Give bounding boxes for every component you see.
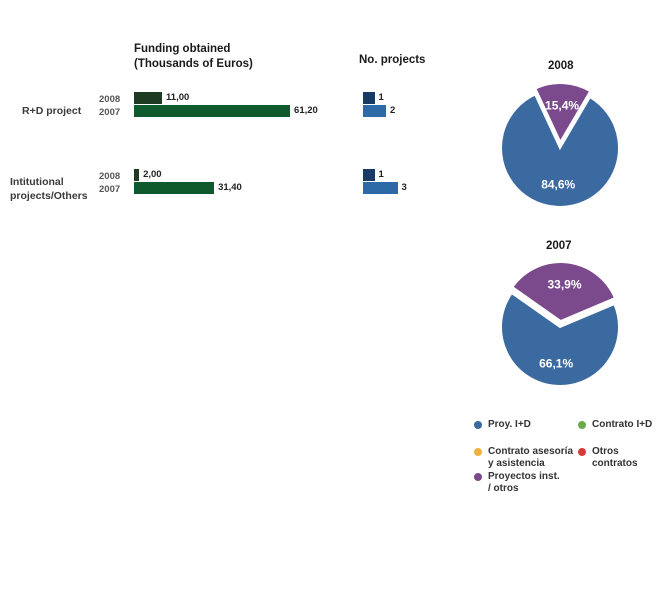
- funding-value-label: 11,00: [166, 92, 190, 103]
- legend-item-proy-id: Proy. I+D: [474, 419, 531, 431]
- legend-label: Otros contratos: [592, 446, 638, 469]
- pie-slice-proy-id: [500, 93, 620, 208]
- funding-bar-2008-0: [134, 92, 163, 104]
- pie-title-2008: 2008: [548, 60, 574, 72]
- projects-bar-2007-0: [363, 105, 386, 117]
- pie-slice-proy-id: [500, 291, 620, 387]
- legend-swatch-icon: [474, 473, 482, 481]
- funding-bar-2008-1: [134, 169, 140, 181]
- pie-slice-proyectos-inst: [510, 261, 617, 323]
- projects-value-label: 1: [378, 169, 384, 180]
- pie-title-2007: 2007: [546, 240, 572, 252]
- legend-item-otros-contratos: Otros contratos: [578, 446, 638, 470]
- legend-swatch-icon: [474, 421, 482, 429]
- legend-swatch-icon: [578, 421, 586, 429]
- legend-item-contrato-asesoria: Contrato asesoría y asistencia: [474, 446, 573, 470]
- projects-bar-2008-0: [363, 92, 375, 104]
- pie-slice-label: 84,6%: [541, 178, 575, 192]
- pie-slice-label: 15,4%: [545, 98, 579, 112]
- legend-label: Proyectos inst. / otros: [488, 471, 560, 494]
- legend-swatch-icon: [474, 448, 482, 456]
- projects-chart-title: No. projects: [359, 54, 426, 66]
- year-label-2007-row2: 2007: [99, 184, 121, 195]
- year-label-2008-row2: 2008: [99, 171, 121, 182]
- pie-slice-proyectos-inst: [534, 82, 592, 145]
- funding-bar-2007-1: [134, 182, 215, 194]
- pie-slice-label: 66,1%: [539, 356, 573, 370]
- funding-value-label: 61,20: [294, 105, 318, 116]
- row-label-institutional: Intitutional projects/Others: [10, 176, 88, 202]
- pie-chart-2008: 84,6% 15,4%: [500, 82, 620, 208]
- pie-chart-2007: 66,1% 33,9%: [500, 261, 620, 387]
- projects-value-label: 2: [390, 105, 396, 116]
- year-label-2008-row1: 2008: [99, 94, 121, 105]
- row-label-rd-project: R+D project: [22, 105, 82, 117]
- legend-swatch-icon: [578, 448, 586, 456]
- legend-label: Contrato asesoría y asistencia: [488, 446, 574, 469]
- funding-value-label: 31,40: [218, 182, 242, 193]
- projects-bar-2008-1: [363, 169, 375, 181]
- projects-value-label: 1: [378, 92, 384, 103]
- funding-bar-2007-0: [134, 105, 291, 117]
- legend-label: Proy. I+D: [488, 419, 531, 430]
- legend-item-proyectos-inst: Proyectos inst. / otros: [474, 471, 560, 495]
- pie-slice-label: 33,9%: [548, 278, 582, 292]
- funding-chart-title: Funding obtained (Thousands of Euros): [134, 43, 253, 70]
- legend-label: Contrato I+D: [592, 419, 653, 430]
- funding-value-label: 2,00: [143, 169, 162, 180]
- projects-value-label: 3: [401, 182, 407, 193]
- legend-item-contrato-id: Contrato I+D: [578, 419, 652, 431]
- year-label-2007-row1: 2007: [99, 107, 121, 118]
- projects-bar-2007-1: [363, 182, 398, 194]
